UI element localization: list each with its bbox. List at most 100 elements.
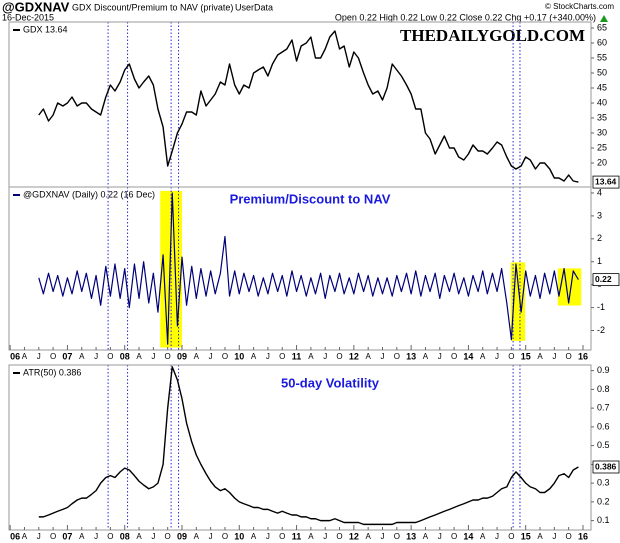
x-tick-label: O xyxy=(394,352,400,361)
x-tick-label: O xyxy=(222,532,228,541)
annotation: 50-day Volatility xyxy=(281,375,380,390)
x-tick-label: O xyxy=(394,532,400,541)
x-tick-label: 16 xyxy=(578,351,588,361)
x-tick-label: 07 xyxy=(62,531,72,541)
x-tick-label: O xyxy=(279,352,285,361)
y-tick-label: 60 xyxy=(597,37,607,47)
x-tick-label: A xyxy=(423,352,429,361)
y-tick-label: 40 xyxy=(597,97,607,107)
x-tick-label: O xyxy=(165,352,171,361)
x-tick-label: 06 xyxy=(10,351,20,361)
x-tick-label: J xyxy=(94,352,98,361)
x-tick-label: J xyxy=(495,532,499,541)
x-tick-label: 14 xyxy=(463,531,473,541)
x-tick-label: J xyxy=(266,352,270,361)
last-value-tag xyxy=(592,460,620,474)
x-tick-label: O xyxy=(50,352,56,361)
credit: © StockCharts.com xyxy=(545,2,614,11)
highlight xyxy=(557,268,582,306)
panel-frame xyxy=(8,21,592,188)
x-tick-label: J xyxy=(380,352,384,361)
y-tick-label: -1 xyxy=(597,302,605,312)
y-tick-label: 45 xyxy=(597,82,607,92)
x-tick-label: 12 xyxy=(349,531,359,541)
y-tick-label: 2 xyxy=(597,233,602,243)
x-tick-label: J xyxy=(37,352,41,361)
x-tick-label: J xyxy=(495,352,499,361)
x-tick-label: O xyxy=(107,352,113,361)
x-tick-label: J xyxy=(94,532,98,541)
x-tick-label: J xyxy=(323,532,327,541)
x-tick-label: O xyxy=(566,352,572,361)
y-tick-label: 4 xyxy=(597,187,602,197)
y-tick-label: 0.2 xyxy=(597,496,610,506)
x-tick-label: 09 xyxy=(177,351,187,361)
x-tick-label: 16 xyxy=(578,531,588,541)
x-tick-label: O xyxy=(566,532,572,541)
last-value-tag xyxy=(592,273,620,287)
y-tick-label: 25 xyxy=(597,142,607,152)
x-tick-label: 10 xyxy=(234,531,244,541)
y-tick-label: 0.3 xyxy=(597,478,610,488)
y-tick-label: 0.8 xyxy=(597,384,610,394)
x-tick-label: A xyxy=(251,352,257,361)
quote: Open 0.22 High 0.22 Low 0.22 Close 0.22 … xyxy=(335,12,596,22)
source: UserData xyxy=(235,2,273,12)
x-tick-label: O xyxy=(336,352,342,361)
x-tick-label: J xyxy=(266,532,270,541)
x-tick-label: A xyxy=(22,352,28,361)
x-tick-label: A xyxy=(22,532,28,541)
x-tick-label: J xyxy=(552,532,556,541)
annotation: Premium/Discount to NAV xyxy=(230,191,391,206)
x-tick-label: A xyxy=(194,532,200,541)
x-tick-label: A xyxy=(79,532,85,541)
x-tick-label: J xyxy=(380,532,384,541)
x-tick-label: A xyxy=(79,352,85,361)
x-tick-label: 09 xyxy=(177,531,187,541)
x-tick-label: A xyxy=(308,352,314,361)
x-tick-label: 11 xyxy=(292,351,302,361)
x-tick-label: A xyxy=(251,532,257,541)
y-tick-label: 55 xyxy=(597,52,607,62)
x-tick-label: A xyxy=(537,532,543,541)
x-tick-label: A xyxy=(365,532,371,541)
x-tick-label: 08 xyxy=(120,351,130,361)
x-tick-label: O xyxy=(451,352,457,361)
y-tick-label: 35 xyxy=(597,112,607,122)
y-tick-label: 65 xyxy=(597,22,607,32)
x-tick-label: 10 xyxy=(234,351,244,361)
x-tick-label: A xyxy=(423,532,429,541)
x-tick-label: O xyxy=(451,532,457,541)
x-tick-label: A xyxy=(194,352,200,361)
y-tick-label: 20 xyxy=(597,157,607,167)
series-line xyxy=(38,30,579,183)
x-tick-label: A xyxy=(480,352,486,361)
last-value-label: 0.386 xyxy=(595,461,617,471)
y-tick-label: -2 xyxy=(597,325,605,335)
y-tick-label: 0.7 xyxy=(597,403,610,413)
x-tick-label: 08 xyxy=(120,531,130,541)
x-tick-label: A xyxy=(537,352,543,361)
up-arrow xyxy=(600,15,608,22)
date: 16-Dec-2015 xyxy=(2,12,54,22)
x-tick-label: O xyxy=(165,532,171,541)
y-tick-label: 0.1 xyxy=(597,515,610,525)
x-tick-label: O xyxy=(279,532,285,541)
y-tick-label: 0.9 xyxy=(597,365,610,375)
x-tick-label: J xyxy=(552,352,556,361)
x-tick-label: O xyxy=(107,532,113,541)
x-tick-label: O xyxy=(222,352,228,361)
legend-label: ATR(50) 0.386 xyxy=(23,367,81,377)
x-tick-label: J xyxy=(151,352,155,361)
series-line xyxy=(38,192,579,345)
last-value-label: 0.22 xyxy=(595,274,612,284)
x-tick-label: 12 xyxy=(349,351,359,361)
x-tick-label: A xyxy=(136,352,142,361)
x-tick-label: O xyxy=(50,532,56,541)
last-value-label: 13.64 xyxy=(595,176,617,186)
panel-frame xyxy=(8,364,592,531)
x-tick-label: J xyxy=(151,532,155,541)
x-tick-label: A xyxy=(308,532,314,541)
y-tick-label: 0.5 xyxy=(597,440,610,450)
x-tick-label: 15 xyxy=(521,531,531,541)
